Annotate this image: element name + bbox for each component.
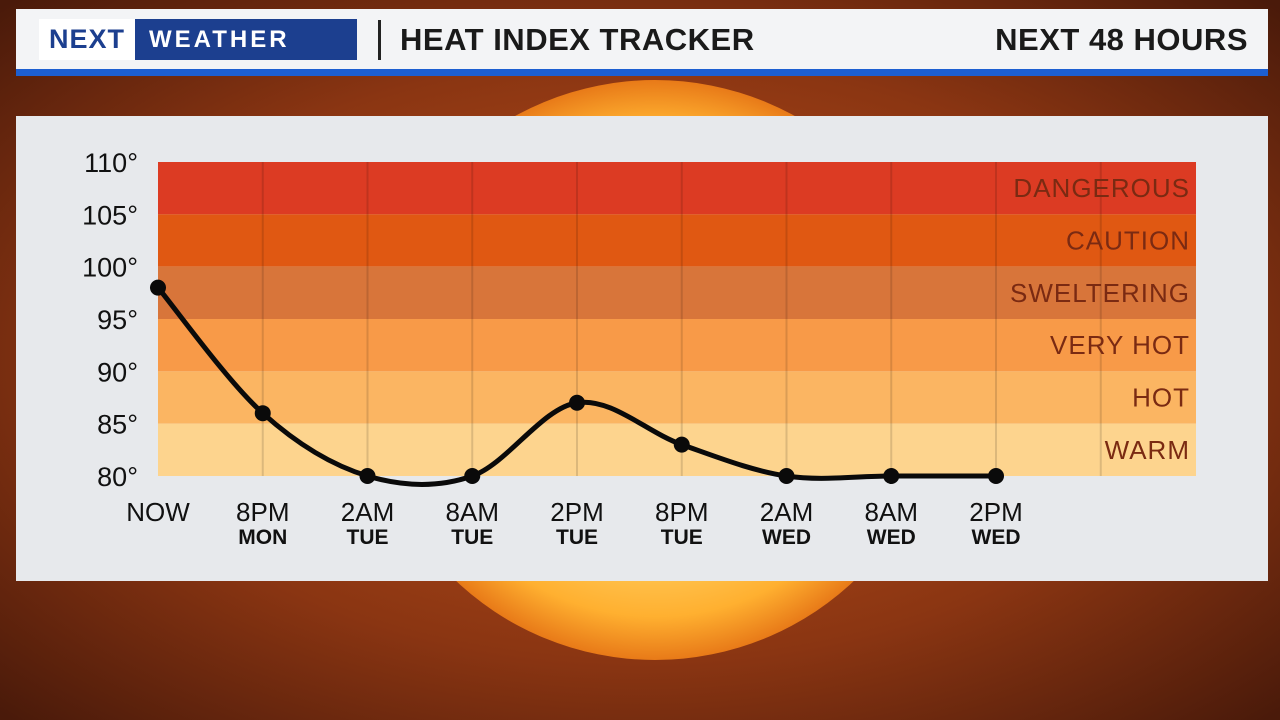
- band-label: WARM: [1105, 435, 1190, 465]
- data-point: [150, 279, 166, 296]
- y-tick-label: 105°: [82, 200, 138, 230]
- x-tick-day-label: WED: [972, 526, 1021, 549]
- band-label: HOT: [1132, 383, 1190, 413]
- data-point: [569, 394, 585, 411]
- band-sweltering: [158, 266, 1196, 319]
- data-point: [778, 468, 795, 484]
- x-tick-label: 8AM: [865, 497, 918, 527]
- band-label: DANGEROUS: [1013, 173, 1190, 203]
- band-label: SWELTERING: [1010, 278, 1190, 308]
- x-tick-label: 8AM: [446, 497, 499, 527]
- band-hot: [158, 371, 1196, 424]
- x-tick-label: 2PM: [550, 497, 603, 527]
- data-point: [254, 405, 271, 422]
- logo-weather-text: WEATHER: [149, 25, 290, 53]
- x-tick-day-label: MON: [238, 526, 287, 549]
- data-point: [359, 468, 376, 484]
- band-dangerous: [158, 162, 1196, 215]
- x-tick-label: 8PM: [236, 497, 289, 527]
- y-tick-label: 80°: [97, 462, 138, 492]
- x-tick-day-label: WED: [867, 526, 916, 549]
- y-tick-label: 100°: [82, 253, 138, 283]
- y-tick-label: 90°: [97, 357, 138, 387]
- data-point: [883, 468, 900, 484]
- x-tick-label: 2PM: [969, 497, 1022, 527]
- y-tick-label: 85°: [97, 410, 138, 440]
- band-very-hot: [158, 319, 1196, 372]
- page-subtitle: NEXT 48 HOURS: [995, 22, 1248, 57]
- x-tick-label: 8PM: [655, 497, 708, 527]
- x-tick-day-label: WED: [762, 526, 811, 549]
- header-accent-rule: [16, 69, 1268, 76]
- x-tick-label: NOW: [126, 497, 190, 527]
- data-point: [673, 436, 690, 453]
- y-tick-label: 95°: [97, 305, 138, 335]
- band-label: VERY HOT: [1050, 330, 1190, 360]
- x-tick-label: 2AM: [341, 497, 394, 527]
- x-tick-day-label: TUE: [661, 526, 703, 549]
- logo-next-text: NEXT: [39, 19, 136, 60]
- band-caution: [158, 214, 1196, 267]
- data-point: [464, 468, 481, 484]
- band-label: CAUTION: [1066, 226, 1190, 256]
- page-title: HEAT INDEX TRACKER: [400, 22, 755, 57]
- data-point: [988, 468, 1004, 484]
- header-divider: [378, 20, 381, 60]
- next-weather-logo: NEXT WEATHER: [39, 19, 357, 60]
- x-tick-day-label: TUE: [556, 526, 598, 549]
- header-bar: NEXT WEATHER HEAT INDEX TRACKER NEXT 48 …: [16, 9, 1268, 69]
- x-tick-day-label: TUE: [347, 526, 389, 549]
- y-tick-label: 110°: [84, 148, 138, 178]
- x-tick-day-label: TUE: [451, 526, 493, 549]
- x-tick-label: 2AM: [760, 497, 813, 527]
